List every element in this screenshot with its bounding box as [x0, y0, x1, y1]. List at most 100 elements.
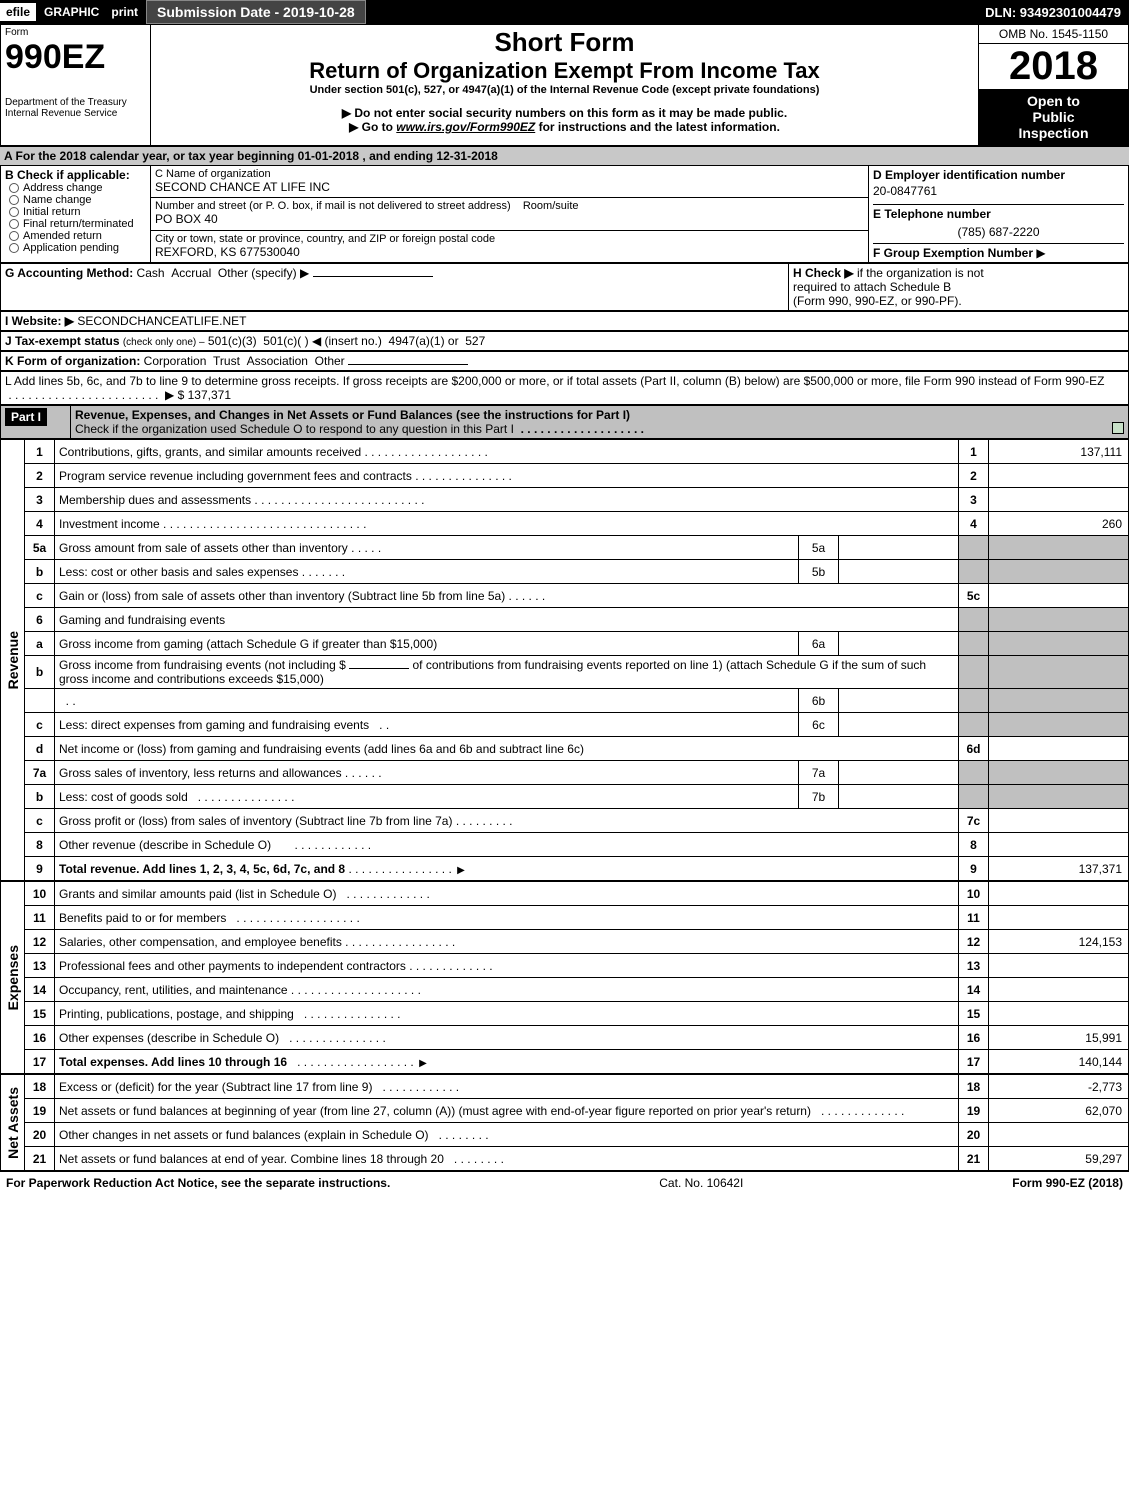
box-f-arrow: ▶ — [1036, 246, 1045, 260]
row13-num: 13 — [25, 954, 55, 978]
row14-num: 14 — [25, 978, 55, 1002]
row6b-amount-input[interactable] — [349, 668, 409, 669]
row2-rnum: 2 — [959, 464, 989, 488]
row6b2-num — [25, 689, 55, 713]
part1-header-row: Part I Revenue, Expenses, and Changes in… — [0, 405, 1129, 439]
row6c-desc: Less: direct expenses from gaming and fu… — [59, 718, 369, 732]
check-final-return[interactable] — [9, 219, 19, 229]
row19-num: 19 — [25, 1099, 55, 1123]
row15-amt — [989, 1002, 1129, 1026]
irs-link[interactable]: www.irs.gov/Form990EZ — [396, 120, 535, 134]
label-trust: Trust — [213, 354, 240, 368]
netassets-side-label: Net Assets — [5, 1087, 21, 1159]
row20-amt — [989, 1123, 1129, 1147]
check-name-change[interactable] — [9, 195, 19, 205]
row5a-val — [839, 536, 959, 560]
row15-num: 15 — [25, 1002, 55, 1026]
row9-num: 9 — [25, 857, 55, 881]
expenses-side-label: Expenses — [5, 945, 21, 1010]
row7c-num: c — [25, 809, 55, 833]
label-assoc: Association — [247, 354, 308, 368]
row6a-desc: Gross income from gaming (attach Schedul… — [59, 637, 437, 651]
row6c-rnum — [959, 713, 989, 737]
line-i-label: I Website: ▶ — [5, 314, 74, 328]
row6c-sub: 6c — [799, 713, 839, 737]
revenue-section: Revenue 1 Contributions, gifts, grants, … — [0, 439, 1129, 881]
label-initial-return: Initial return — [23, 206, 80, 218]
row6b-amt — [989, 656, 1129, 689]
line-l-text: L Add lines 5b, 6c, and 7b to line 9 to … — [5, 374, 1104, 388]
row9-amt: 137,371 — [989, 857, 1129, 881]
revenue-side-label: Revenue — [5, 631, 21, 689]
check-initial-return[interactable] — [9, 207, 19, 217]
row5b-amt — [989, 560, 1129, 584]
check-amended[interactable] — [9, 231, 19, 241]
row6b-sub: 6b — [799, 689, 839, 713]
row7a-desc: Gross sales of inventory, less returns a… — [59, 766, 342, 780]
row2-amt — [989, 464, 1129, 488]
row7c-desc: Gross profit or (loss) from sales of inv… — [59, 814, 452, 828]
row6b-val — [839, 689, 959, 713]
row19-rnum: 19 — [959, 1099, 989, 1123]
print-link[interactable]: print — [103, 3, 146, 21]
row6b-rnum — [959, 656, 989, 689]
row20-rnum: 20 — [959, 1123, 989, 1147]
label-amended: Amended return — [23, 230, 102, 242]
row5a-desc: Gross amount from sale of assets other t… — [59, 541, 348, 555]
row12-amt: 124,153 — [989, 930, 1129, 954]
label-501c: 501(c)( ) ◀ (insert no.) — [263, 334, 382, 348]
row5c-num: c — [25, 584, 55, 608]
check-address-change[interactable] — [9, 183, 19, 193]
row16-rnum: 16 — [959, 1026, 989, 1050]
row6b2-amt — [989, 689, 1129, 713]
org-name: SECOND CHANCE AT LIFE INC — [155, 180, 864, 194]
row3-desc: Membership dues and assessments — [59, 493, 251, 507]
row6d-num: d — [25, 737, 55, 761]
row5b-desc: Less: cost or other basis and sales expe… — [59, 565, 298, 579]
row18-amt: -2,773 — [989, 1075, 1129, 1099]
row6c-val — [839, 713, 959, 737]
row4-rnum: 4 — [959, 512, 989, 536]
form-header: Form 990EZ Department of the Treasury In… — [0, 24, 1129, 146]
other-org-input[interactable] — [348, 364, 468, 365]
part1-checkbox[interactable] — [1112, 422, 1124, 434]
row6a-num: a — [25, 632, 55, 656]
row17-rnum: 17 — [959, 1050, 989, 1074]
row7a-num: 7a — [25, 761, 55, 785]
expenses-section: Expenses 10 Grants and similar amounts p… — [0, 881, 1129, 1074]
ein-value: 20-0847761 — [873, 182, 1124, 204]
org-city: REXFORD, KS 677530040 — [155, 245, 864, 259]
row6c-amt — [989, 713, 1129, 737]
row10-desc: Grants and similar amounts paid (list in… — [59, 887, 336, 901]
row1-rnum: 1 — [959, 440, 989, 464]
line-i: I Website: ▶ SECONDCHANCEATLIFE.NET — [0, 311, 1129, 331]
label-app-pending: Application pending — [23, 242, 119, 254]
form-word: Form — [5, 27, 146, 38]
line-a-mid: , and ending — [362, 149, 436, 163]
row5b-val — [839, 560, 959, 584]
row5a-rnum — [959, 536, 989, 560]
row1-num: 1 — [25, 440, 55, 464]
row10-amt — [989, 882, 1129, 906]
line-a-pre: A For the 2018 calendar year, or tax yea… — [4, 149, 298, 163]
page-footer: For Paperwork Reduction Act Notice, see … — [0, 1171, 1129, 1194]
box-b-title: B Check if applicable: — [5, 168, 146, 182]
row6b-desc1: Gross income from fundraising events (no… — [59, 658, 346, 672]
row6-rnum — [959, 608, 989, 632]
other-method-input[interactable] — [313, 276, 433, 277]
row13-rnum: 13 — [959, 954, 989, 978]
label-cash: Cash — [137, 266, 165, 280]
return-title: Return of Organization Exempt From Incom… — [155, 58, 974, 84]
row7b-num: b — [25, 785, 55, 809]
footer-mid: Cat. No. 10642I — [659, 1176, 743, 1190]
row5a-num: 5a — [25, 536, 55, 560]
row5a-sub: 5a — [799, 536, 839, 560]
row1-desc: Contributions, gifts, grants, and simila… — [59, 445, 361, 459]
label-501c3: 501(c)(3) — [208, 334, 257, 348]
row18-rnum: 18 — [959, 1075, 989, 1099]
check-app-pending[interactable] — [9, 243, 19, 253]
row6b-num: b — [25, 656, 55, 689]
label-final-return: Final return/terminated — [23, 218, 134, 230]
label-corp: Corporation — [144, 354, 207, 368]
room-label: Room/suite — [523, 200, 579, 212]
